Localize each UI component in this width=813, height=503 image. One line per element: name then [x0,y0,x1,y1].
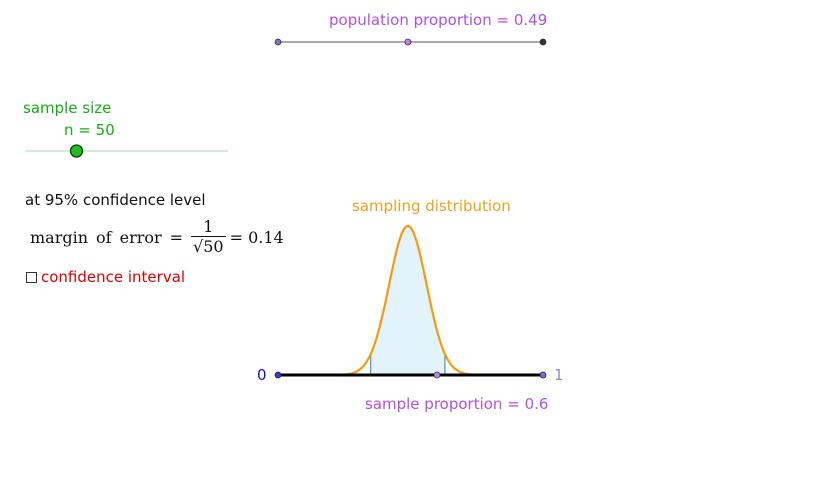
sample-size-equals: = [78,121,91,139]
population-proportion-label: population proportion = 0.49 [329,11,547,29]
sample-proportion-equals: = [507,395,520,413]
sample-size-title: sample size [23,99,112,117]
sample-proportion-label: sample proportion = 0.6 [365,395,548,413]
population-slider-handle[interactable] [404,38,412,46]
axis-start-point [274,371,282,379]
confidence-interval-toggle[interactable]: confidence interval [26,268,185,286]
population-value: 0.49 [513,11,548,29]
fraction-numerator: 1 [203,217,214,236]
confidence-interval-label: confidence interval [41,268,186,286]
axis-end-point [539,371,547,379]
axis-end-label: 1 [554,366,564,384]
of-word: of [96,228,112,247]
margin-of-error-formula: margin of error = 1 √50 = 0.14 [30,218,284,257]
confidence-level-text: at 95% confidence level [25,191,206,209]
population-slider-end-point [539,38,547,46]
sample-size-value: 50 [95,121,115,139]
margin-word: margin [30,228,89,247]
sample-proportion-text: sample proportion [365,395,503,413]
sampling-distribution-curve [332,224,483,377]
sample-proportion-point[interactable] [433,371,441,379]
sample-size-value-label: n = 50 [64,121,115,139]
fraction-denominator: √50 [191,236,226,256]
error-word: error [119,228,162,247]
formula-result: = 0.14 [229,228,284,247]
population-slider-start-point [274,38,282,46]
confidence-shaded-area [370,226,445,375]
sample-size-slider-handle[interactable] [69,144,84,158]
confidence-interval-checkbox[interactable] [26,271,37,283]
population-label-text: population proportion [329,11,492,29]
sample-size-symbol: n [64,121,74,139]
axis-start-label: 0 [257,366,267,384]
formula-equals: = [169,228,184,247]
population-equals: = [496,11,510,29]
sampling-distribution-title: sampling distribution [352,197,511,215]
formula-fraction: 1 √50 [191,218,226,257]
sample-proportion-value: 0.6 [524,395,549,413]
